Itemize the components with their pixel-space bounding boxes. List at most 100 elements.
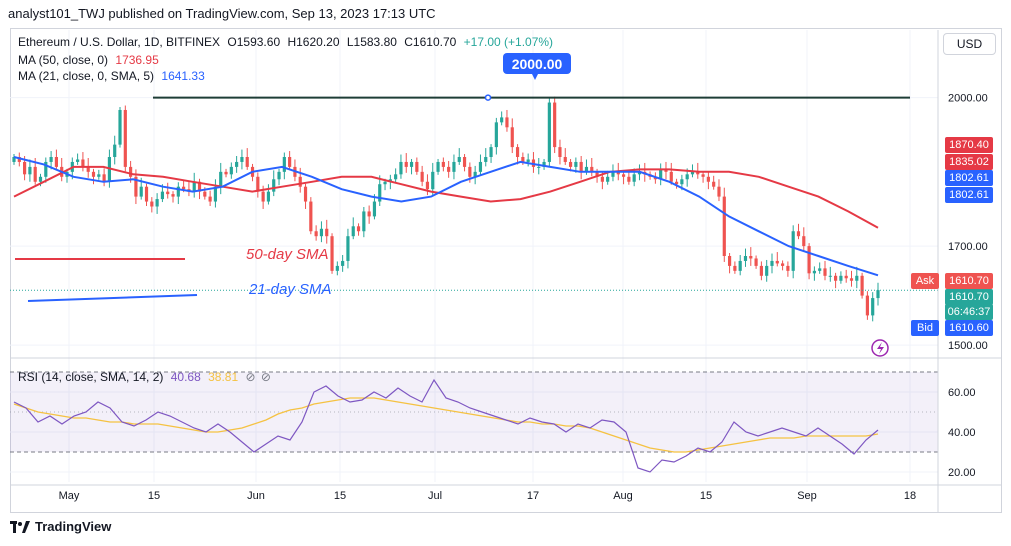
candle-body xyxy=(765,265,769,276)
ma50-line xyxy=(13,165,879,229)
candle-body xyxy=(515,147,520,157)
candle-body xyxy=(420,171,424,182)
candle-body xyxy=(272,179,276,192)
candle-body xyxy=(680,179,684,185)
candle-body xyxy=(208,196,212,202)
candle-body xyxy=(383,181,387,185)
rsi-legend: RSI (14, close, SMA, 14, 2) 40.68 38.81 … xyxy=(18,370,271,384)
candle-body xyxy=(606,176,610,182)
tradingview-logo: TradingView xyxy=(10,519,111,534)
candle-body xyxy=(468,166,472,177)
candle-body xyxy=(219,171,223,187)
candle-body xyxy=(409,161,414,167)
candle-body xyxy=(213,186,218,202)
candle-body xyxy=(860,275,864,296)
sma21-annotation: 21-day SMA xyxy=(249,281,332,298)
candle-body xyxy=(144,186,149,202)
hide-icon-2[interactable]: ⊘ xyxy=(260,370,271,384)
candle-body xyxy=(849,278,854,281)
candle-body xyxy=(717,186,721,197)
candle-body xyxy=(235,161,239,167)
candle-body xyxy=(537,166,541,168)
candle-body xyxy=(155,199,159,207)
candle-body xyxy=(123,109,127,167)
candle-body xyxy=(335,265,339,271)
candle-body xyxy=(415,161,419,172)
candle-body xyxy=(240,157,244,162)
candle-body xyxy=(362,211,366,232)
currency-button[interactable]: USD xyxy=(943,33,996,55)
rsi-axis-label: 20.00 xyxy=(948,467,976,479)
ma50-value: 1736.95 xyxy=(115,53,159,67)
candle-body xyxy=(160,191,165,200)
candle-body xyxy=(489,147,493,157)
candle-body xyxy=(86,166,90,172)
ma21-value: 1641.33 xyxy=(161,69,205,83)
candle-body xyxy=(818,268,822,271)
candle-body xyxy=(510,127,514,148)
ma50-tag-b: 1835.02 xyxy=(945,154,993,170)
candle-body xyxy=(404,161,408,167)
candle-body xyxy=(558,147,562,157)
ask-label: Ask xyxy=(911,273,939,289)
ohlc-change: +17.00 (+1.07%) xyxy=(463,35,554,49)
candle-body xyxy=(314,231,318,237)
candle-body xyxy=(303,186,308,202)
candle-body xyxy=(574,161,578,167)
ask-value: 1610.70 xyxy=(945,273,993,289)
candle-body xyxy=(425,181,430,190)
hide-icon[interactable]: ⊘ xyxy=(245,370,256,384)
resistance-anchor xyxy=(484,94,492,101)
candle-body xyxy=(627,176,631,182)
candle-body xyxy=(802,236,806,247)
candle-body xyxy=(791,231,795,271)
time-label: 15 xyxy=(148,490,160,502)
bid-value: 1610.60 xyxy=(945,320,993,336)
candle-body xyxy=(664,169,668,172)
candle-body xyxy=(807,246,811,274)
candle-body xyxy=(129,166,133,177)
candle-body xyxy=(436,161,440,172)
candle-body xyxy=(690,171,695,175)
candle-body xyxy=(834,275,838,281)
candle-body xyxy=(134,176,138,197)
candle-body xyxy=(494,122,498,148)
candle-body xyxy=(394,174,398,180)
ma21-legend: MA (21, close, 0, SMA, 5) 1641.33 xyxy=(18,69,205,83)
time-label: 15 xyxy=(334,490,346,502)
candle-body xyxy=(245,157,249,167)
candle-body xyxy=(102,174,106,182)
candle-body xyxy=(844,275,848,279)
candle-body xyxy=(23,161,27,175)
candle-body xyxy=(526,159,530,162)
candle-body xyxy=(44,161,48,177)
candle-body xyxy=(871,298,875,316)
alert-icon xyxy=(871,339,889,357)
candle-body xyxy=(478,161,483,172)
candle-body xyxy=(775,260,779,264)
candle-body xyxy=(97,174,101,177)
callout-pointer xyxy=(532,74,538,80)
rsi-sma-value: 38.81 xyxy=(208,370,239,384)
candle-body xyxy=(484,157,488,162)
candle-body xyxy=(743,256,748,261)
candle-body xyxy=(457,157,461,162)
tradingview-brand: TradingView xyxy=(35,519,112,534)
candle-body xyxy=(81,159,85,167)
bid-label: Bid xyxy=(911,320,939,336)
time-label: 17 xyxy=(527,490,539,502)
candle-body xyxy=(346,236,350,261)
candle-body xyxy=(176,186,180,197)
candle-body xyxy=(553,102,557,148)
candle-body xyxy=(197,181,202,192)
ma21-line xyxy=(13,156,879,277)
candle-body xyxy=(351,226,355,237)
resistance-callout: 2000.00 xyxy=(503,53,571,74)
ma50-label: MA (50, close, 0) xyxy=(18,53,109,67)
candle-body xyxy=(150,201,154,207)
time-label: Sep xyxy=(797,490,817,502)
candle-body xyxy=(579,161,583,172)
candle-body xyxy=(563,157,567,162)
last-price-tag: 1610.70 xyxy=(945,289,993,305)
